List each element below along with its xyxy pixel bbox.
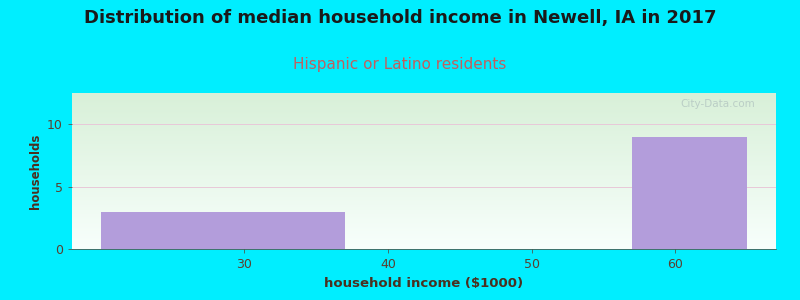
Y-axis label: households: households bbox=[29, 133, 42, 209]
X-axis label: household income ($1000): household income ($1000) bbox=[325, 277, 523, 290]
Text: Hispanic or Latino residents: Hispanic or Latino residents bbox=[294, 57, 506, 72]
Bar bbox=[632, 137, 747, 249]
Bar bbox=[101, 212, 345, 249]
Text: Distribution of median household income in Newell, IA in 2017: Distribution of median household income … bbox=[84, 9, 716, 27]
Text: City-Data.com: City-Data.com bbox=[680, 99, 755, 109]
